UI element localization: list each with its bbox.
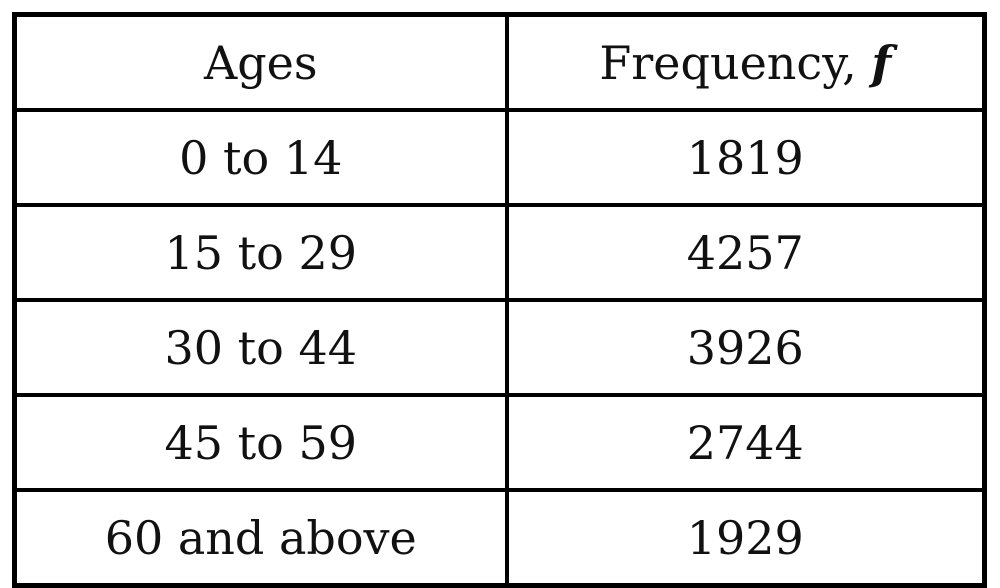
header-ages: Ages [12, 12, 509, 112]
age-cell: 15 to 29 [12, 203, 509, 302]
age-cell: 30 to 44 [12, 298, 509, 397]
table-row: 60 and above 1929 [12, 488, 987, 588]
age-cell: 0 to 14 [12, 108, 509, 207]
frequency-cell: 3926 [504, 298, 987, 397]
header-frequency: Frequency, f [504, 12, 987, 112]
frequency-variable: f [871, 35, 892, 90]
table-row: 30 to 44 3926 [12, 298, 987, 397]
age-cell: 60 and above [12, 488, 509, 588]
header-frequency-label: Frequency, [599, 35, 872, 90]
frequency-cell: 1929 [504, 488, 987, 588]
table-row: 0 to 14 1819 [12, 108, 987, 207]
frequency-cell: 1819 [504, 108, 987, 207]
frequency-table: Ages Frequency, f 0 to 14 1819 15 to 29 … [12, 12, 987, 588]
header-row: Ages Frequency, f [12, 12, 987, 112]
table-row: 15 to 29 4257 [12, 203, 987, 302]
table-row: 45 to 59 2744 [12, 393, 987, 492]
frequency-cell: 2744 [504, 393, 987, 492]
frequency-cell: 4257 [504, 203, 987, 302]
age-cell: 45 to 59 [12, 393, 509, 492]
